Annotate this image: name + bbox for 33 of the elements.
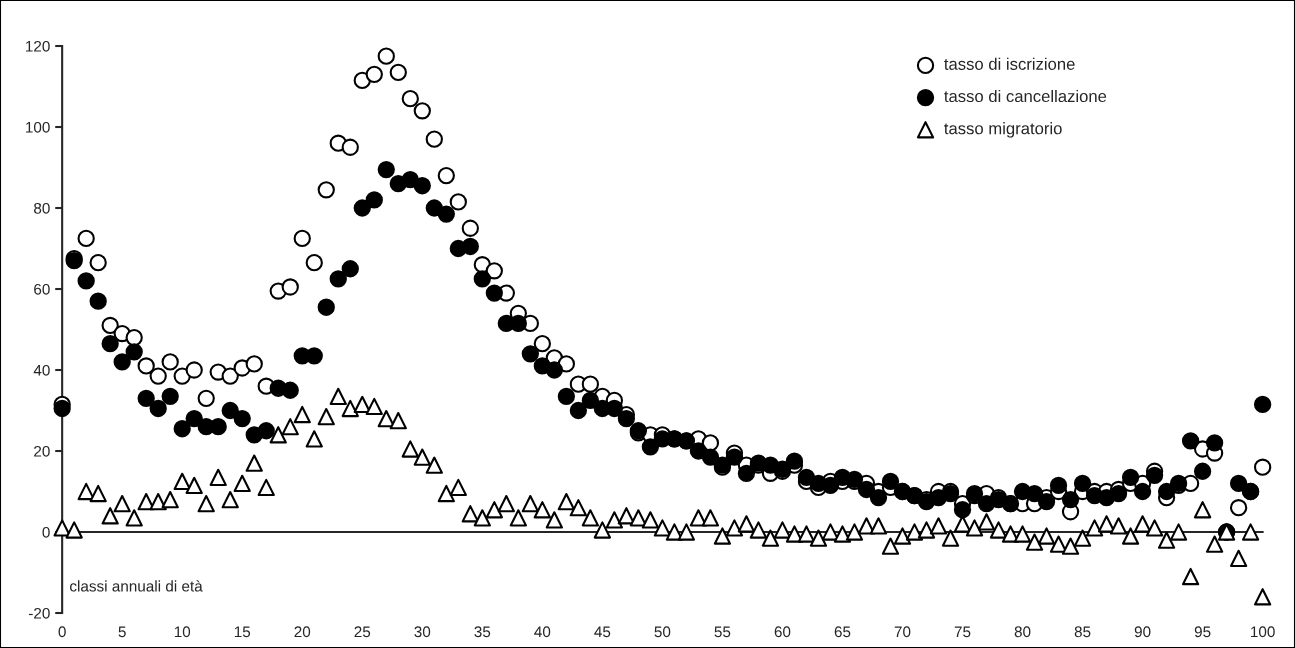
y-tick-label: -20	[28, 607, 50, 619]
x-tick-label: 20	[294, 626, 311, 638]
x-tick-label: 15	[234, 626, 251, 638]
x-tick-label: 80	[1014, 626, 1031, 638]
x-tick-label: 100	[1251, 626, 1275, 638]
x-tick-label: 65	[834, 626, 851, 638]
y-tick-label: 120	[26, 40, 50, 52]
x-tick-label: 5	[118, 626, 126, 638]
x-tick-label: 95	[1194, 626, 1211, 638]
y-tick-label: 40	[33, 364, 50, 376]
x-tick-label: 45	[594, 626, 611, 638]
y-tick-label: 60	[34, 283, 50, 295]
x-tick-label: 55	[714, 626, 731, 638]
y-tick-label: 20	[34, 445, 50, 457]
x-tick-label: 50	[654, 626, 671, 638]
x-tick-label: 85	[1074, 626, 1091, 638]
legend-label: tasso migratorio	[944, 122, 1062, 138]
x-tick-label: 0	[58, 626, 66, 638]
x-tick-label: 60	[774, 626, 791, 638]
x-tick-label: 30	[414, 626, 431, 638]
x-tick-label: 75	[954, 626, 971, 638]
x-tick-label: 90	[1134, 626, 1151, 638]
x-axis-title: classi annuali di età	[70, 580, 203, 592]
x-tick-label: 10	[174, 626, 191, 638]
y-tick-label: 0	[42, 526, 50, 538]
x-tick-label: 40	[534, 626, 551, 638]
x-tick-label: 70	[894, 626, 911, 638]
x-tick-label: 25	[354, 626, 371, 638]
legend-label: tasso di cancellazione	[944, 89, 1107, 103]
y-tick-label: 80	[34, 202, 50, 214]
x-tick-label: 35	[474, 626, 491, 638]
y-tick-label: 100	[26, 121, 50, 133]
legend-label: tasso di iscrizione	[944, 57, 1075, 70]
